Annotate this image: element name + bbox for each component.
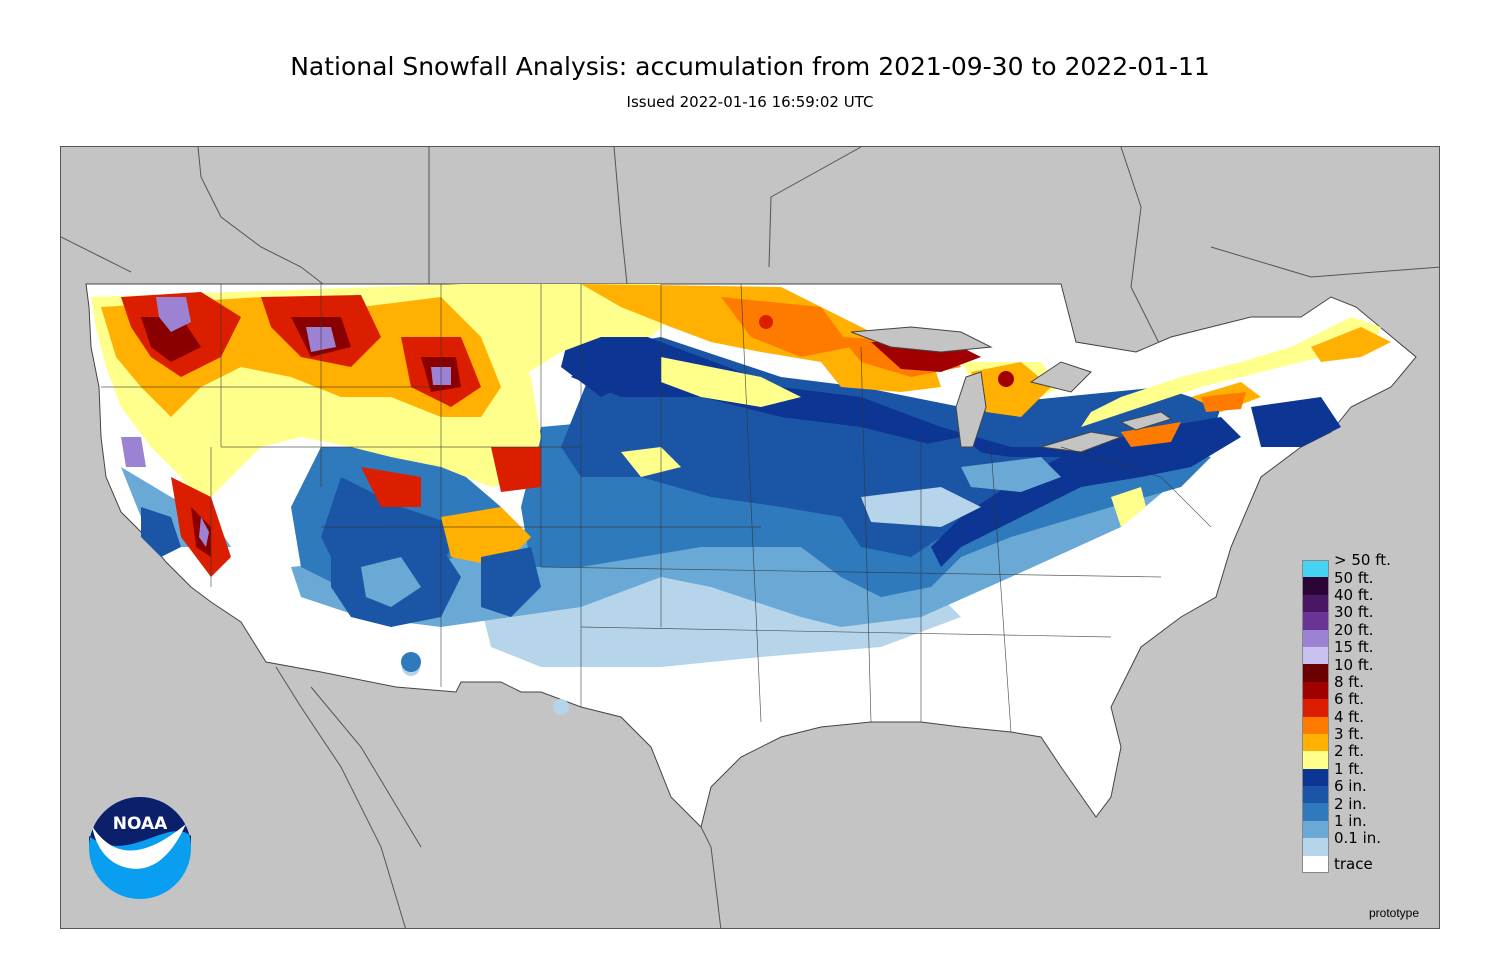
legend-swatch	[1302, 855, 1329, 874]
legend-swatch	[1302, 577, 1329, 595]
legend-swatch	[1302, 768, 1329, 787]
legend-swatch	[1302, 820, 1329, 839]
legend-swatch	[1302, 560, 1329, 578]
snow-west-purple	[121, 297, 451, 547]
legend-label: 6 ft.	[1334, 690, 1364, 709]
legend-item: 40 ft.	[1302, 587, 1422, 613]
legend-swatch	[1302, 733, 1329, 752]
legend-item: 2 in.	[1302, 796, 1422, 821]
noaa-logo: NOAA	[89, 797, 191, 899]
legend-swatch	[1302, 629, 1329, 647]
legend-swatch	[1302, 751, 1329, 769]
legend-label: 8 ft.	[1334, 672, 1364, 691]
legend-label: 10 ft.	[1334, 655, 1374, 674]
legend-item: 2 ft.	[1302, 744, 1422, 769]
legend-label: trace	[1334, 854, 1373, 873]
legend-swatch	[1302, 716, 1329, 734]
legend-item: 15 ft.	[1302, 640, 1422, 665]
legend-item: 1 ft.	[1302, 761, 1422, 787]
legend-label: 0.1 in.	[1334, 829, 1382, 848]
legend-item: 8 ft.	[1302, 674, 1422, 700]
legend-swatch	[1302, 699, 1329, 717]
legend-item: 6 in.	[1302, 779, 1422, 804]
legend-label: 15 ft.	[1334, 638, 1374, 657]
legend-label: 20 ft.	[1334, 620, 1374, 639]
legend-label: > 50 ft.	[1334, 551, 1391, 570]
map-canvas	[61, 147, 1439, 928]
legend-swatch	[1302, 664, 1329, 682]
legend-item: 3 ft.	[1302, 727, 1422, 752]
legend-swatch	[1302, 838, 1329, 856]
legend-label: 40 ft.	[1334, 585, 1374, 604]
snowfall-map[interactable]	[60, 146, 1440, 929]
legend-label: 4 ft.	[1334, 707, 1364, 726]
legend-label: 50 ft.	[1334, 568, 1374, 587]
legend-label: 6 in.	[1334, 777, 1367, 796]
legend-swatch	[1302, 803, 1329, 821]
legend-item: 1 in.	[1302, 814, 1422, 839]
legend-item: 4 ft.	[1302, 709, 1422, 734]
snowfall-legend: > 50 ft. 50 ft. 40 ft. 30 ft. 20 ft. 15 ft. 10…	[1302, 553, 1422, 874]
prototype-label: prototype	[1369, 906, 1420, 920]
state-borders	[101, 283, 1212, 733]
legend-item: > 50 ft.	[1302, 553, 1422, 578]
legend-label: 2 in.	[1334, 794, 1367, 813]
legend-swatch	[1302, 681, 1329, 700]
legend-label: 1 ft.	[1334, 759, 1364, 778]
legend-swatch	[1302, 646, 1329, 665]
legend-item: 50 ft.	[1302, 570, 1422, 595]
neighbor-country-borders	[61, 147, 1439, 928]
legend-label: 1 in.	[1334, 812, 1367, 831]
legend-label: 2 ft.	[1334, 742, 1364, 761]
legend-label: 30 ft.	[1334, 603, 1374, 622]
legend-swatch	[1302, 612, 1329, 630]
legend-item: trace	[1302, 854, 1422, 874]
legend-swatch	[1302, 594, 1329, 613]
legend-label: 3 ft.	[1334, 725, 1364, 744]
legend-item: 0.1 in.	[1302, 831, 1422, 856]
legend-item: 6 ft.	[1302, 692, 1422, 717]
issued-timestamp: Issued 2022-01-16 16:59:02 UTC	[626, 93, 874, 111]
noaa-logo-text: NOAA	[113, 814, 168, 834]
map-title: National Snowfall Analysis: accumulation…	[290, 52, 1210, 81]
legend-item: 10 ft.	[1302, 657, 1422, 682]
legend-swatch	[1302, 786, 1329, 804]
great-lakes	[850, 326, 1173, 453]
snow-southwest-light	[361, 557, 421, 672]
legend-item: 20 ft.	[1302, 622, 1422, 647]
legend-item: 30 ft.	[1302, 605, 1422, 630]
